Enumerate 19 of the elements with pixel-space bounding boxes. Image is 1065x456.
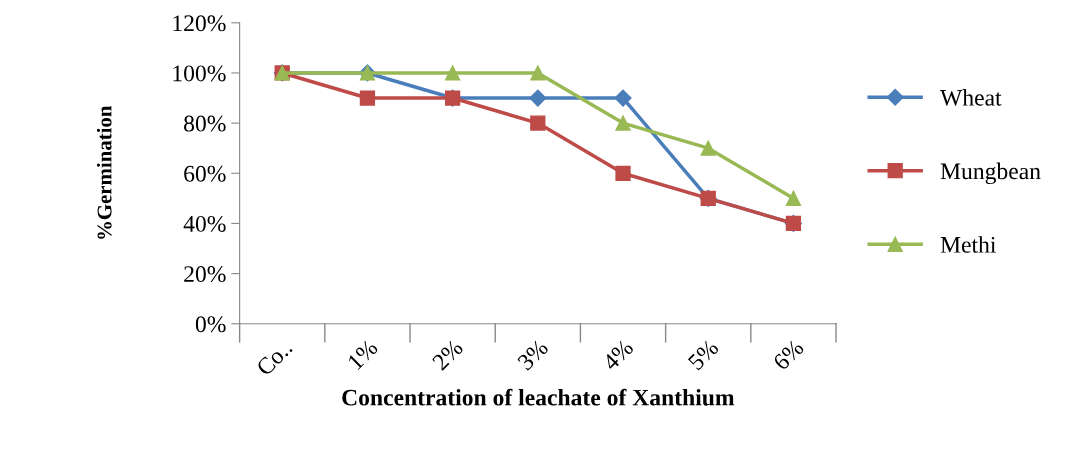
legend-label: Mungbean (940, 162, 1041, 185)
x-tick-label: 3% (516, 338, 550, 371)
y-tick-label: 60% (184, 165, 226, 182)
y-axis-title: %Germination (96, 105, 112, 239)
y-tick-label: 100% (173, 65, 226, 82)
x-tick-label: 6% (772, 338, 805, 371)
x-tick-label: 5% (687, 338, 720, 371)
x-tick-label: 2% (431, 338, 464, 371)
x-tick-label: Co.. (255, 339, 293, 377)
legend-label: Wheat (940, 89, 1002, 106)
x-tick-label: 4% (601, 338, 635, 372)
y-tick-label: 120% (173, 15, 226, 32)
y-tick-label: 0% (195, 316, 226, 333)
x-axis-title: Concentration of leachate of Xanthium (342, 388, 735, 406)
y-tick-label: 80% (184, 115, 226, 132)
y-tick-label: 40% (183, 215, 226, 232)
x-tick-label: 1% (347, 338, 379, 371)
y-tick-label: 20% (184, 266, 226, 283)
legend-label: Methi (940, 236, 996, 253)
